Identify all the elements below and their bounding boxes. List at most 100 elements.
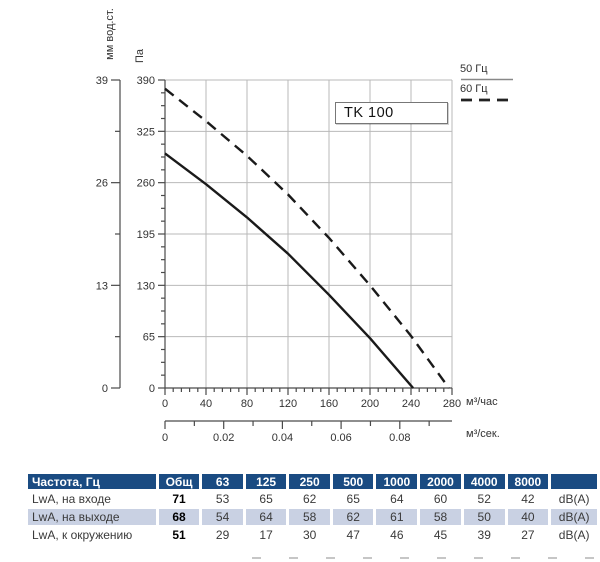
model-label-box: TK 100 — [335, 102, 448, 124]
unit-cell: dB(A) — [558, 492, 590, 506]
table-cell: 29 — [215, 528, 230, 542]
noise-table: Частота, Гц Общ 63 125 250 500 1000 2000 4000 800… — [25, 472, 600, 545]
table-cell: 68 — [158, 509, 200, 525]
y2-tick-label: 26 — [96, 178, 108, 190]
table-cell: 42 — [521, 492, 535, 506]
table-cell: 71 — [172, 492, 186, 506]
y2-tick-label: 39 — [96, 75, 108, 87]
table-cell: 27 — [521, 528, 535, 542]
noise-table-body: LwA, на входе 71 53 65 62 65 64 60 52 42 dB(A) LwA,… — [28, 491, 597, 543]
header-cell — [551, 474, 597, 489]
table-cell: 64 — [245, 509, 287, 525]
table-cell: 40 — [507, 509, 549, 525]
curve-60hz — [164, 87, 450, 389]
header-cell: 2000 — [420, 474, 461, 489]
cropped-fragment-mark — [437, 557, 446, 559]
table-cell: 58 — [420, 509, 461, 525]
y-tick-label: 65 — [143, 332, 155, 344]
table-cell: 46 — [390, 528, 404, 542]
header-cell: 63 — [202, 474, 243, 489]
cropped-fragment-mark — [252, 557, 261, 559]
table-cell: 58 — [289, 509, 330, 525]
curve-50hz — [164, 152, 415, 389]
legend-50hz-line-sample — [461, 78, 513, 81]
unit-cell: dB(A) — [558, 528, 590, 542]
y-tick-label: 0 — [149, 383, 155, 395]
y2-axis-unit-label: мм вод.ст. — [103, 8, 116, 60]
table-cell: 45 — [433, 528, 448, 542]
x2-tick-label: 0 — [162, 432, 168, 444]
table-cell: 54 — [202, 509, 243, 525]
table-cell: 51 — [172, 528, 186, 542]
cropped-fragment-mark — [585, 557, 594, 559]
table-cell: 65 — [259, 492, 273, 506]
x2-tick-label: 0.04 — [272, 432, 293, 444]
x-tick-label: 40 — [200, 398, 212, 410]
cropped-fragment-mark — [548, 557, 557, 559]
cropped-fragment-mark — [289, 557, 298, 559]
table-cell: 62 — [302, 492, 317, 506]
table-header-row: Частота, Гц Общ 63 125 250 500 1000 2000 4000 800… — [28, 474, 597, 489]
model-label: TK 100 — [344, 105, 394, 121]
cropped-fragment-mark — [474, 557, 483, 559]
x-tick-label: 160 — [320, 398, 338, 410]
x-tick-label: 0 — [162, 398, 168, 410]
header-cell: 125 — [245, 474, 287, 489]
table-cell: 52 — [477, 492, 491, 506]
x2-axis-unit-label: м³/сек. — [466, 428, 500, 440]
x-tick-label: 280 — [443, 398, 461, 410]
header-cell: 1000 — [376, 474, 418, 489]
table-row: LwA, к окружению 51 29 17 30 47 46 45 39 27 dB(A) — [28, 527, 597, 543]
table-cell: 50 — [463, 509, 505, 525]
table-cell: 62 — [332, 509, 374, 525]
header-cell: Общ — [158, 474, 200, 489]
table-cell: 30 — [302, 528, 317, 542]
table-cell: 65 — [346, 492, 360, 506]
table-row: LwA, на входе 71 53 65 62 65 64 60 52 42 dB(A) — [28, 491, 597, 507]
x-tick-label: 240 — [402, 398, 420, 410]
noise-table-header: Частота, Гц Общ 63 125 250 500 1000 2000 4000 800… — [28, 474, 597, 489]
header-cell: Частота, Гц — [28, 474, 156, 489]
legend-60hz-line-sample — [461, 98, 513, 102]
table-cell: 47 — [346, 528, 360, 542]
table-cell: 61 — [376, 509, 418, 525]
table-cell: 53 — [215, 492, 230, 506]
header-cell: 500 — [332, 474, 374, 489]
y-axis-unit-label: Па — [134, 48, 147, 64]
x2-tick-label: 0.08 — [389, 432, 410, 444]
legend-50hz-label: 50 Гц — [460, 63, 488, 75]
y2-tick-label: 13 — [96, 280, 108, 292]
legend-60hz-label: 60 Гц — [460, 83, 488, 95]
y-tick-label: 195 — [137, 229, 155, 241]
y-tick-label: 130 — [137, 280, 155, 292]
header-cell: 4000 — [463, 474, 505, 489]
x-tick-label: 120 — [279, 398, 297, 410]
y-tick-label: 325 — [137, 126, 155, 138]
cropped-fragment-mark — [400, 557, 409, 559]
table-cell: 64 — [390, 492, 404, 506]
cropped-fragment-mark — [511, 557, 520, 559]
table-cell: 17 — [259, 528, 273, 542]
table-row: LwA, на выходе 68 54 64 58 62 61 58 50 40 dB(A) — [28, 509, 597, 525]
header-cell: 250 — [289, 474, 330, 489]
cropped-fragment-mark — [363, 557, 372, 559]
y-tick-label: 390 — [137, 75, 155, 87]
table-cell: 60 — [433, 492, 448, 506]
unit-cell: dB(A) — [551, 509, 597, 525]
x2-tick-label: 0.02 — [213, 432, 234, 444]
x-axis-unit-label: м³/час — [466, 396, 498, 408]
y-tick-label: 260 — [137, 178, 155, 190]
y2-tick-label: 0 — [102, 383, 108, 395]
x2-tick-label: 0.06 — [330, 432, 351, 444]
x-tick-label: 200 — [361, 398, 379, 410]
table-cell: LwA, к окружению — [32, 528, 133, 542]
x-tick-label: 80 — [241, 398, 253, 410]
header-cell: 8000 — [507, 474, 549, 489]
table-cell: LwA, на входе — [32, 492, 111, 506]
cropped-fragment-mark — [326, 557, 335, 559]
table-cell: 39 — [477, 528, 491, 542]
chart-legend: 50 Гц 60 Гц — [460, 62, 520, 103]
table-cell: LwA, на выходе — [28, 509, 156, 525]
